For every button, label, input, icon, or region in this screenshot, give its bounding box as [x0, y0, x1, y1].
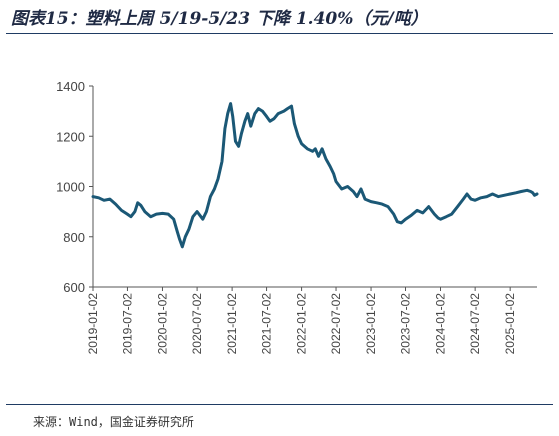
- x-tick-label: 2023-07-02: [398, 293, 412, 355]
- chart-title: 图表15：塑料上周 5/19-5/23 下降 1.40%（元/吨）: [11, 9, 428, 29]
- x-tick-label: 2024-07-02: [468, 293, 482, 355]
- x-tick-label: 2022-07-02: [329, 293, 343, 355]
- y-tick-label: 1200: [56, 129, 85, 144]
- source-note: 来源：Wind，国金证券研究所: [33, 415, 194, 429]
- y-tick-label: 800: [63, 230, 85, 245]
- x-tick-label: 2025-01-02: [503, 293, 517, 355]
- y-axis: 600 800 1000 1200 1400: [56, 79, 94, 295]
- y-tick-label: 600: [63, 280, 85, 295]
- plot-area: [91, 102, 539, 249]
- x-tick-label: 2021-07-02: [260, 293, 274, 355]
- x-tick-label: 2021-01-02: [225, 293, 239, 355]
- x-tick-label: 2024-01-02: [434, 293, 448, 355]
- source-divider: [6, 404, 553, 405]
- y-tick-label: 1400: [56, 79, 85, 94]
- x-tick-label: 2019-01-02: [86, 293, 100, 355]
- x-tick-label: 2020-07-02: [190, 293, 204, 355]
- x-tick-label: 2020-01-02: [155, 293, 169, 355]
- title-divider: [6, 33, 553, 34]
- series-line: [91, 102, 539, 249]
- x-tick-label: 2022-01-02: [295, 293, 309, 355]
- y-tick-label: 1000: [56, 180, 85, 195]
- x-axis: 2019-01-02 2019-07-02 2020-01-02 2020-07-02…: [86, 286, 537, 355]
- x-tick-label: 2019-07-02: [120, 293, 134, 355]
- x-tick-label: 2023-01-02: [364, 293, 378, 355]
